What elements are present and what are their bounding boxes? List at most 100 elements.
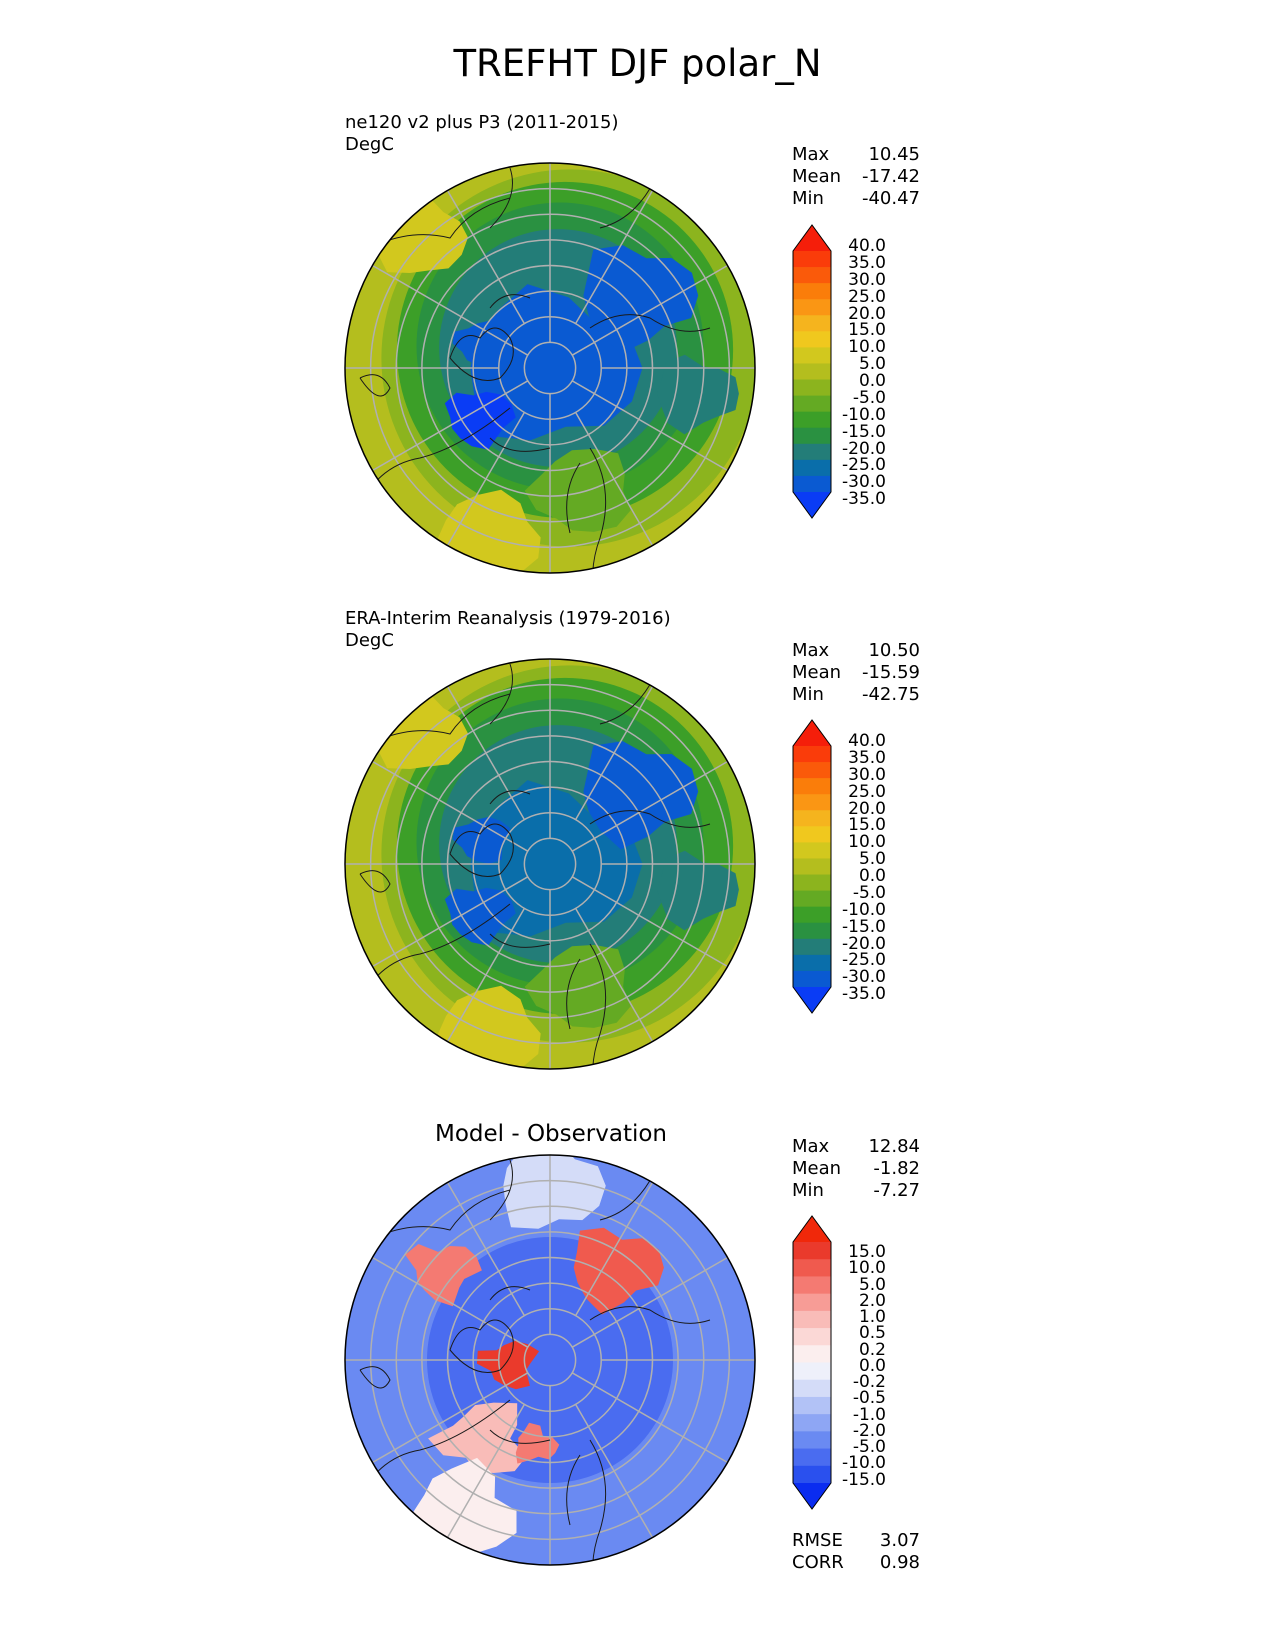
coastline-alaska [369,1159,513,1241]
colorbar-tick-label: 10.0 [848,832,886,853]
panel-reference-name: ERA-Interim Reanalysis (1979-2016) [345,608,671,629]
map-boundary [344,162,756,574]
meridian-line [571,264,728,356]
stat-min: Min -42.75 [792,684,920,705]
coastlines [359,1159,721,1565]
stat-mean: Mean -15.59 [792,662,920,683]
meridian-line [574,686,654,820]
field-cold-core [470,780,643,937]
colorbar-tick-label: -20.0 [842,438,886,459]
colorbar-tick-label: -1.0 [852,1404,886,1425]
colorbar-segment [793,778,831,795]
colorbar-segment [793,1362,831,1381]
coastline-greenland [369,407,551,489]
colorbar-segment [793,251,831,268]
colorbar-segment [793,1465,831,1484]
colorbar-segment [793,1414,831,1432]
colorbar-tick-label: 2.0 [858,1290,886,1311]
colorbar-segment [793,922,831,940]
colorbar-tick-label: -10.0 [842,899,886,920]
colorbar-extend-max [793,225,831,251]
metrics-difference: RMSE 3.07 CORR 0.98 [792,1530,920,1574]
colorbar-segment [793,1431,831,1450]
colorbar-tick-label: 0.0 [858,1355,886,1376]
meridian-line [574,908,654,1042]
polar-map-test [344,162,756,574]
colorbar-extend-min [793,492,831,518]
colorbar-segment [793,1310,831,1329]
colorbar-tick-label: 15.0 [848,815,886,836]
field-near-zero [503,1155,606,1229]
colorbar-tick-label: 25.0 [848,286,886,307]
colorbar-tick-label: 20.0 [848,303,886,324]
coastline-archipelago [449,294,531,381]
colorbar-extend-min [793,1483,831,1509]
colorbar-tick-label: -25.0 [842,950,886,971]
colorbar-tick-label: -5.0 [852,882,886,903]
colorbar-tick-label: 25.0 [848,781,886,802]
panel-test-units: DegC [345,134,394,155]
meridian-line [446,1182,526,1316]
meridian-line [446,908,526,1042]
colorbar-segment [793,347,831,365]
colorbar-tick-label: 5.0 [858,354,886,375]
meridian-line [571,380,728,472]
colorbar-tick-label: -2.0 [852,1420,886,1441]
colorbar-tick-label: -15.0 [842,421,886,442]
meridian-line [446,1404,526,1538]
coastline-greenland [369,1399,551,1481]
colorbar-tick-label: 0.5 [858,1323,886,1344]
colorbar-test [792,224,832,519]
meridian-line [571,1256,728,1348]
colorbar-difference [792,1215,832,1510]
colorbar-tick-label: 35.0 [848,747,886,768]
colorbar-tick-label: -0.2 [852,1372,886,1393]
colorbar-tick-label: 30.0 [848,764,886,785]
colorbar-tick-label: 0.0 [858,371,886,391]
colorbar-segment [793,1276,831,1295]
colorbar-tick-label: -25.0 [842,455,886,476]
colorbar-segment [793,970,831,988]
meridian-line [571,1372,728,1464]
panel-test-name: ne120 v2 plus P3 (2011-2015) [345,112,619,133]
map-field [345,163,755,573]
stat-max: Max 10.50 [792,640,920,661]
metric-rmse: RMSE 3.07 [792,1530,920,1551]
polar-map-difference [344,1154,756,1566]
meridian-line [571,876,728,968]
field-cold-archipelago [452,320,511,368]
coastline-europe [566,943,607,1069]
graticule [345,163,755,573]
colorbar-tick-label: 10.0 [848,337,886,358]
meridian-line [574,412,654,546]
meridian-line [372,264,529,356]
colorbar-segment [793,379,831,397]
field-warm-bias-siberia [573,1227,664,1315]
stats-test: Max 10.45 Mean -17.42 Min -40.47 [792,144,920,210]
stat-min: Min -7.27 [792,1180,920,1201]
colorbar-extend-max [793,1216,831,1242]
colorbar-outline [792,224,832,519]
colorbar-segment [793,1293,831,1312]
colorbar-segment [793,283,831,300]
colorbar-segment [793,1259,831,1278]
stat-mean: Mean -17.42 [792,166,920,187]
stat-min: Min -40.47 [792,188,920,209]
field-cold-archipelago [452,816,511,864]
coastline-europe [566,1439,607,1565]
colorbar-segment [793,315,831,332]
colorbar-outline [792,1215,832,1510]
colorbar-difference-labels: 15.0 10.0 5.0 2.0 1.0 0.5 0.2 0.0 -0.2 -0.5 -1.0 -2… [800,1244,886,1490]
colorbar-tick-label: -20.0 [842,933,886,954]
meridian-line [372,1372,529,1464]
coastline-alaska [369,663,513,745]
field-warm-bias-archipelago [476,1340,540,1390]
field-cold-canada [444,391,516,450]
meridian-line [372,760,529,852]
colorbar-segment [793,363,831,381]
panel-reference-title: ERA-Interim Reanalysis (1979-2016) DegC [345,608,671,652]
coastline-baffin [359,870,391,893]
stat-mean: Mean -1.82 [792,1158,920,1179]
colorbar-segment [793,858,831,876]
colorbar-tick-label: -15.0 [842,1469,886,1490]
